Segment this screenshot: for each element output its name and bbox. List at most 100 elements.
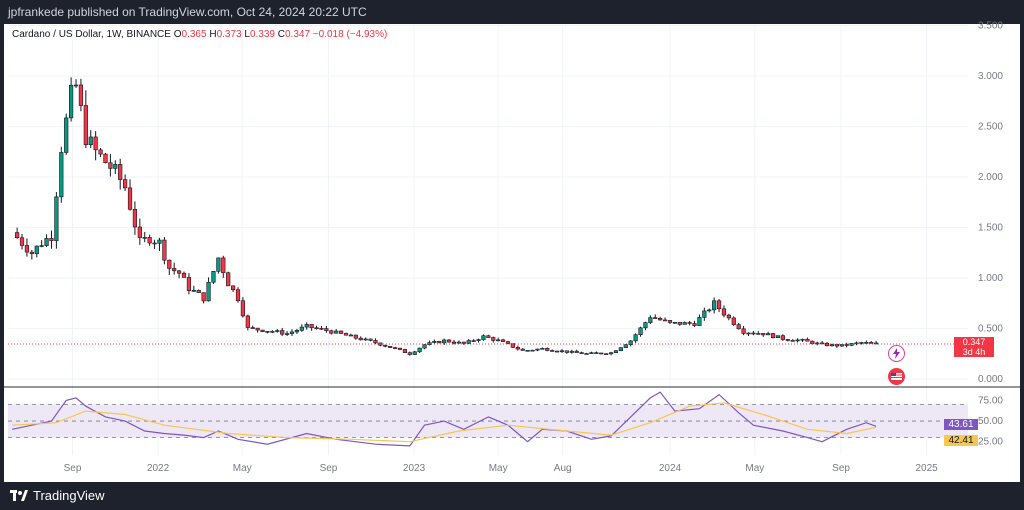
candle-body — [201, 292, 206, 302]
price-axis-label: 0.000 — [978, 374, 1003, 385]
candle-body — [687, 322, 692, 324]
candle-body — [64, 117, 69, 153]
candle-body — [402, 349, 408, 353]
candle-body — [132, 208, 138, 228]
candle-body — [721, 308, 727, 316]
candle-body — [869, 342, 874, 344]
candle-body — [785, 339, 790, 341]
candle-body — [319, 327, 324, 330]
candle-body — [407, 352, 412, 355]
price-axis-label: 2.000 — [978, 172, 1003, 183]
candle-body — [221, 257, 226, 274]
candle-body — [702, 310, 707, 318]
price-axis-label: 0.500 — [978, 324, 1003, 335]
candle-body — [137, 226, 142, 238]
candle-body — [638, 327, 643, 336]
candle-body — [226, 272, 231, 287]
candle-body — [98, 149, 103, 155]
candle-body — [167, 259, 172, 269]
candle-body — [34, 245, 39, 254]
candle-body — [49, 238, 54, 242]
candle-body — [633, 334, 638, 342]
rsi-ma-line — [12, 402, 877, 443]
candle-body — [491, 337, 496, 341]
candle-body — [39, 245, 44, 247]
candle-body — [245, 315, 250, 328]
candle-body — [191, 290, 196, 292]
candle-body — [338, 330, 344, 334]
candle-body — [839, 344, 844, 347]
candle-body — [24, 245, 30, 253]
candle-body — [118, 164, 123, 180]
candle-body — [289, 331, 295, 334]
candle-body — [628, 340, 633, 346]
candle-body — [157, 239, 162, 244]
candle-body — [363, 338, 368, 341]
candle-body — [535, 348, 540, 351]
time-axis-label: Sep — [832, 463, 850, 474]
legend-high-label: H — [209, 29, 217, 40]
lightning-icon[interactable] — [888, 345, 905, 362]
candle-body — [496, 339, 501, 342]
candle-body — [392, 347, 398, 349]
candle-body — [368, 338, 373, 341]
candle-body — [545, 348, 550, 351]
candle-body — [815, 342, 820, 345]
candle-body — [177, 270, 182, 274]
candle-body — [829, 344, 835, 347]
candle-body — [471, 340, 476, 342]
candle-body — [500, 339, 506, 342]
candle-body — [147, 237, 152, 244]
rsi-axis-label: 25.00 — [978, 437, 1003, 448]
candle-body — [69, 84, 74, 119]
candle-body — [78, 84, 84, 106]
candle-body — [235, 289, 241, 302]
candle-body — [113, 164, 118, 169]
time-axis-label: 2024 — [659, 463, 682, 474]
candle-body — [864, 342, 869, 344]
candle-body — [486, 335, 491, 338]
candle-body — [530, 349, 535, 352]
publish-info: jpfrankede published on TradingView.com,… — [8, 5, 367, 19]
candle-body — [456, 341, 461, 344]
candle-body — [844, 344, 849, 346]
candle-body — [505, 341, 511, 344]
rsi-ma-value-tag: 42.41 — [944, 435, 978, 447]
candle-body — [736, 324, 741, 330]
candle-body — [211, 271, 216, 283]
candle-body — [83, 105, 88, 146]
candle-body — [162, 239, 167, 261]
candle-body — [181, 272, 187, 278]
candle-body — [108, 162, 113, 169]
candle-body — [255, 327, 260, 331]
candle-body — [446, 339, 452, 343]
legend-low-label: L — [244, 29, 250, 40]
candle-body — [275, 330, 280, 332]
candle-body — [761, 333, 766, 336]
candle-body — [682, 322, 687, 325]
candle-body — [579, 352, 584, 354]
candle-body — [73, 84, 79, 87]
candle-body — [206, 281, 211, 302]
candle-body — [613, 350, 619, 353]
rsi-axis-label: 50.00 — [978, 416, 1003, 427]
candle-body — [623, 344, 628, 348]
candle-body — [569, 350, 574, 353]
brand-name: TradingView — [33, 488, 105, 503]
rsi-axis-label: 75.00 — [978, 395, 1003, 406]
flag-icon[interactable] — [888, 368, 905, 385]
candle-body — [230, 285, 236, 291]
candle-body — [692, 323, 697, 326]
candle-body — [854, 342, 859, 345]
time-axis-label: May — [233, 463, 252, 474]
tradingview-brand[interactable]: TradingView — [10, 488, 105, 504]
candle-body — [19, 237, 25, 246]
candle-body — [334, 330, 339, 334]
rsi-ma-value: 42.41 — [948, 435, 974, 447]
candle-body — [93, 136, 98, 151]
candle-body — [270, 330, 275, 333]
candle-body — [240, 300, 246, 317]
candle-body — [834, 344, 839, 347]
candle-body — [697, 317, 702, 326]
